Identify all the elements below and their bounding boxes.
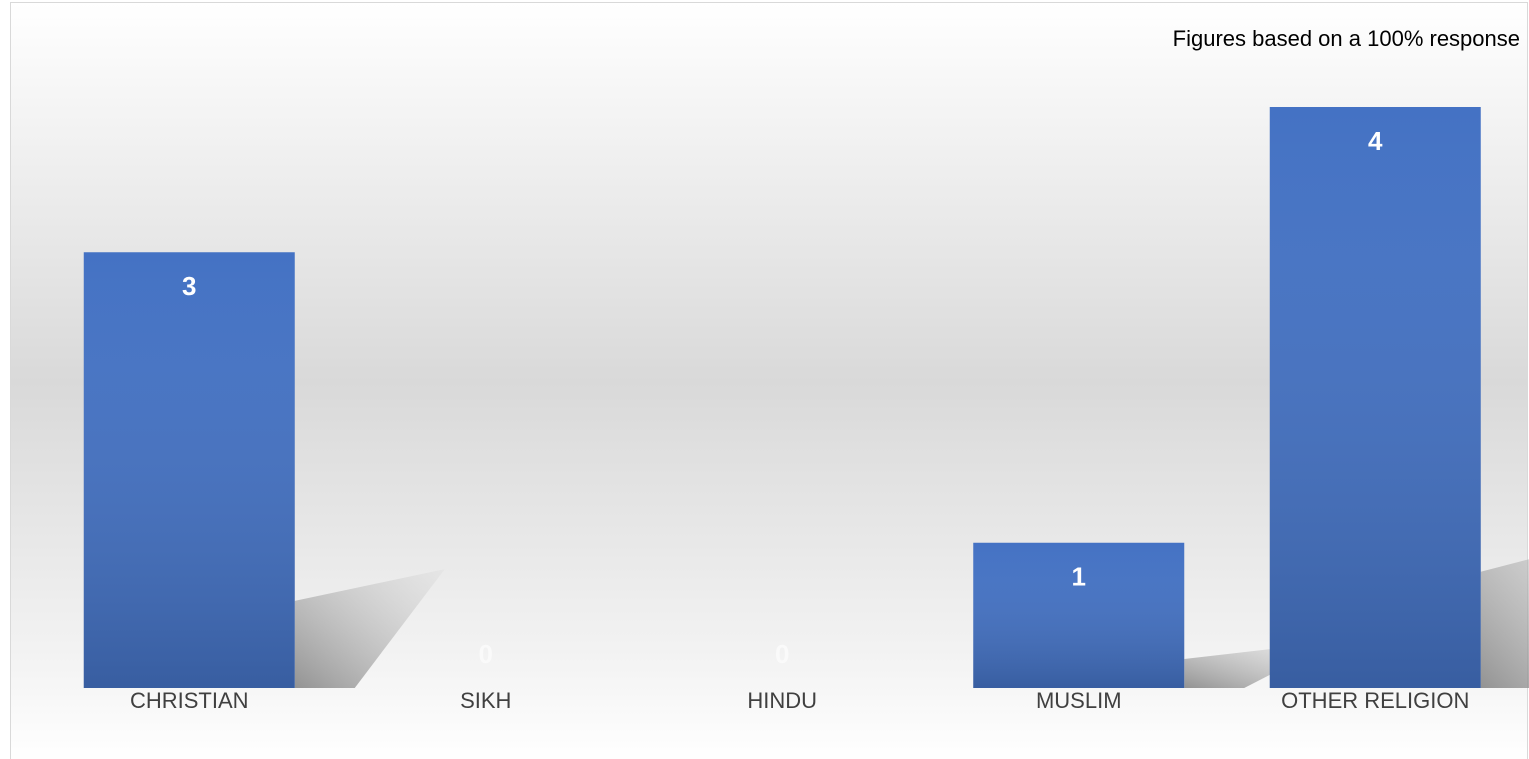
value-label: 0 — [775, 639, 789, 669]
x-tick-label: MUSLIM — [1036, 688, 1122, 713]
annotation: Figures based on a 100% response — [1173, 26, 1520, 51]
bar-shadow — [294, 569, 445, 688]
x-tick-label: SIKH — [460, 688, 511, 713]
x-tick-label: CHRISTIAN — [130, 688, 249, 713]
value-label: 4 — [1368, 126, 1383, 156]
x-tick-label: HINDU — [747, 688, 817, 713]
bar-shadow — [1480, 559, 1529, 688]
value-label: 1 — [1072, 562, 1086, 592]
bar-shade — [83, 252, 295, 688]
bar-shade — [1269, 107, 1481, 688]
value-label: 3 — [182, 271, 196, 301]
bar-shade — [973, 542, 1185, 688]
value-label: 0 — [479, 639, 493, 669]
x-tick-label: OTHER RELIGION — [1281, 688, 1469, 713]
